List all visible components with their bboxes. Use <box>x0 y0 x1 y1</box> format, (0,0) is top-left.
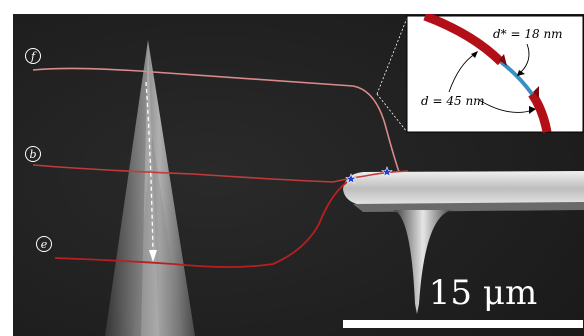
inset-panel: d* = 18 nm d = 45 nm <box>406 14 584 133</box>
wire-e <box>54 181 348 268</box>
inset-wire-thick-upper <box>423 14 505 66</box>
label-e: e <box>36 236 52 252</box>
wire-f <box>32 67 400 173</box>
label-f: f <box>25 48 41 64</box>
star-marker <box>381 166 393 177</box>
svg-text:e: e <box>41 238 48 251</box>
star-markers <box>345 166 393 184</box>
zoom-line <box>376 17 408 95</box>
zoom-line <box>376 93 408 133</box>
inset-wire-thick-lower <box>528 91 552 133</box>
scale-bar: 15 μm <box>343 273 583 328</box>
sem-image: f b e d* = 18 nm d = 45 nm 15 μm <box>13 14 584 336</box>
inset-dstar-label: d* = 18 nm <box>493 27 563 41</box>
wire-b <box>32 164 409 183</box>
svg-text:f: f <box>30 50 37 63</box>
scale-bar-label: 15 μm <box>429 273 537 313</box>
dashed-arrow <box>145 81 157 262</box>
label-b: b <box>25 146 41 162</box>
cantilever <box>343 171 584 314</box>
inset-d-label: d = 45 nm <box>421 94 485 108</box>
svg-text:b: b <box>29 148 36 161</box>
star-marker <box>345 173 357 184</box>
inset-wire-thin <box>499 60 534 96</box>
